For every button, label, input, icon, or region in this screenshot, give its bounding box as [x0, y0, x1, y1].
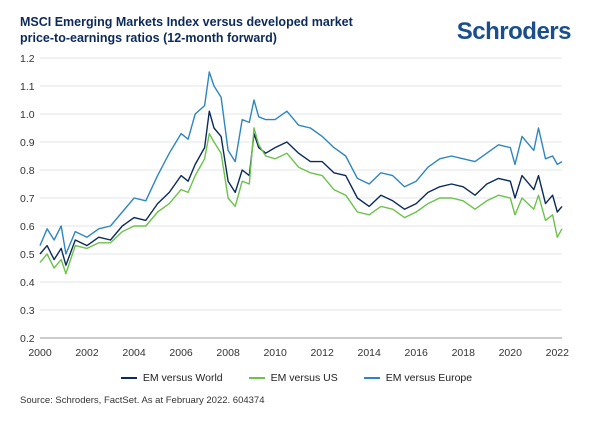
- chart-title: MSCI Emerging Markets Index versus devel…: [20, 15, 353, 45]
- legend-item: EM versus Europe: [363, 372, 473, 384]
- legend-swatch: [363, 377, 380, 379]
- y-tick-label: 0.3: [20, 305, 35, 317]
- chart-legend: EM versus World EM versus US EM versus Eur…: [0, 372, 593, 384]
- y-tick-label: 0.5: [20, 249, 35, 261]
- y-tick-label: 1.1: [20, 81, 35, 93]
- legend-item: EM versus World: [120, 372, 223, 384]
- y-tick-label: 0.2: [20, 333, 35, 345]
- x-tick-label: 2004: [122, 347, 146, 359]
- x-tick-label: 2008: [216, 347, 240, 359]
- y-tick-label: 1.2: [20, 53, 35, 65]
- brand-logo: Schroders: [456, 18, 572, 45]
- series-line-em-versus-europe: [39, 71, 563, 255]
- legend-item: EM versus US: [248, 372, 338, 384]
- series-line-em-versus-world: [39, 110, 563, 266]
- x-tick-label: 2000: [28, 347, 52, 359]
- source-note: Source: Schroders, FactSet. As at Februa…: [20, 395, 265, 406]
- y-tick-label: 0.9: [20, 137, 35, 149]
- series-lines: [39, 71, 563, 275]
- y-tick-label: 0.6: [20, 221, 35, 233]
- grid-lines: [40, 57, 562, 339]
- line-chart: 0.20.30.40.50.60.70.80.91.01.11.2 2000 20…: [20, 53, 569, 359]
- y-axis: 0.2 0.3 0.4 0.5 0.6 0.7 0.8 0.9 1.0 1.1 1.2: [20, 53, 35, 345]
- legend-label: EM versus US: [270, 372, 338, 384]
- legend-label: EM versus World: [142, 372, 223, 384]
- y-tick-label: 0.7: [20, 193, 35, 205]
- legend-swatch: [120, 377, 137, 379]
- x-tick-label: 2020: [499, 347, 523, 359]
- legend-swatch: [248, 377, 265, 379]
- x-tick-label: 2006: [169, 347, 193, 359]
- y-tick-label: 1.0: [20, 109, 35, 121]
- series-line-em-versus-us: [39, 127, 563, 275]
- x-tick-label: 2016: [405, 347, 429, 359]
- x-tick-label: 2012: [310, 347, 334, 359]
- y-tick-label: 0.8: [20, 165, 35, 177]
- x-tick-label: 2010: [263, 347, 287, 359]
- x-axis: 2000 2002 2004 2006 2008 2010 2012 2014 2016 2018…: [28, 347, 569, 359]
- legend-label: EM versus Europe: [385, 372, 473, 384]
- y-tick-label: 0.4: [20, 277, 35, 289]
- x-tick-label: 2002: [75, 347, 99, 359]
- x-tick-label: 2014: [358, 347, 382, 359]
- x-tick-label: 2022: [546, 347, 570, 359]
- x-tick-label: 2018: [452, 347, 476, 359]
